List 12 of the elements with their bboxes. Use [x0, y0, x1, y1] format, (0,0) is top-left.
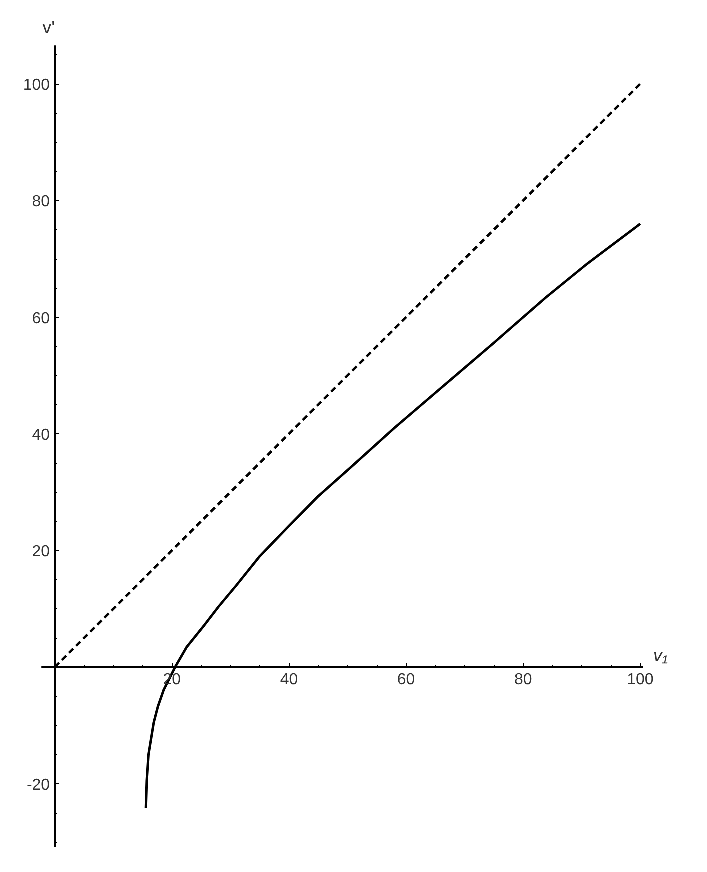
y-tick-label: 60 [32, 310, 50, 328]
y-tick-label: 100 [23, 77, 50, 94]
y-axis-title: v' [42, 18, 56, 38]
y-tick-label: -20 [26, 776, 50, 794]
y-tick-label: 40 [32, 427, 50, 444]
x-tick-label: 60 [397, 671, 416, 688]
y-tick-label: 80 [32, 194, 50, 211]
x-tick-label: 80 [514, 671, 532, 688]
x-tick-label: 100 [627, 671, 654, 688]
x-tick-label: 40 [280, 671, 298, 688]
x-axis-title: v₁ [653, 645, 668, 666]
y-tick-label: 20 [32, 544, 50, 561]
